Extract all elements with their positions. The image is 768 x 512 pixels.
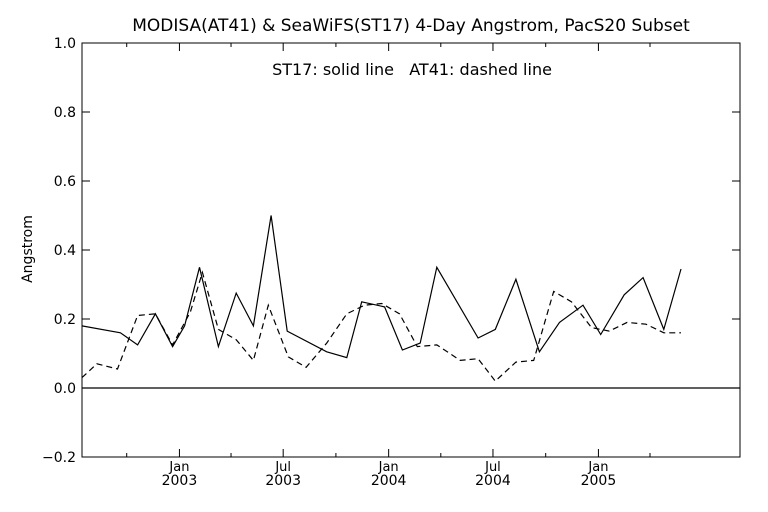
y-tick-label: 0.6 [54, 174, 76, 190]
series-line-at41 [81, 270, 681, 382]
x-tick-year-label: 2004 [371, 473, 407, 489]
x-tick-year-label: 2005 [581, 473, 617, 489]
y-tick-label: 0.8 [54, 105, 76, 121]
x-tick-month-label: Jan [587, 460, 608, 475]
y-tick-label: −0.2 [42, 450, 76, 466]
x-tick-year-label: 2004 [475, 473, 511, 489]
y-tick-label: 0.2 [54, 312, 76, 328]
x-tick-year-label: 2003 [265, 473, 301, 489]
series-annotation: ST17: solid line AT41: dashed line [272, 60, 552, 79]
x-tick-month-label: Jul [274, 460, 291, 475]
x-tick-month-label: Jan [168, 460, 189, 475]
axes: −0.20.00.20.40.60.81.0Jan2003Jul2003Jan2… [42, 36, 740, 489]
y-axis-label: Angstrom [20, 215, 36, 283]
y-tick-label: 0.4 [54, 243, 76, 259]
x-tick-year-label: 2003 [162, 473, 198, 489]
plot-frame [81, 42, 741, 458]
x-tick-month-label: Jan [378, 460, 399, 475]
x-tick-month-label: Jul [484, 460, 501, 475]
y-tick-label: 0.0 [54, 381, 76, 397]
y-tick-label: 1.0 [54, 36, 76, 52]
series-layer [81, 215, 682, 382]
series-line-st17 [81, 215, 682, 359]
chart-title: MODISA(AT41) & SeaWiFS(ST17) 4-Day Angst… [132, 16, 690, 36]
